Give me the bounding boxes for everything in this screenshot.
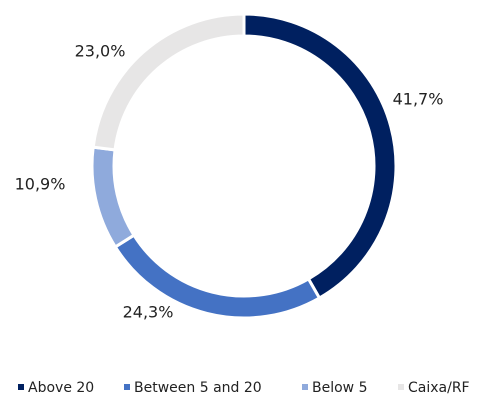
legend-label: Caixa/RF — [408, 380, 470, 396]
legend-marker — [302, 384, 308, 390]
legend-marker — [18, 384, 24, 390]
legend-marker — [398, 384, 404, 390]
data-label: 24,3% — [123, 303, 174, 322]
data-label: 41,7% — [393, 90, 444, 109]
donut-slice — [91, 12, 246, 152]
donut-slice — [242, 12, 398, 301]
data-label: 10,9% — [15, 175, 66, 194]
legend-label: Above 20 — [28, 380, 94, 396]
legend-label: Between 5 and 20 — [134, 380, 262, 396]
donut-slice — [90, 145, 137, 249]
legend-marker — [124, 384, 130, 390]
data-label: 23,0% — [75, 42, 126, 61]
legend-label: Below 5 — [312, 380, 367, 396]
